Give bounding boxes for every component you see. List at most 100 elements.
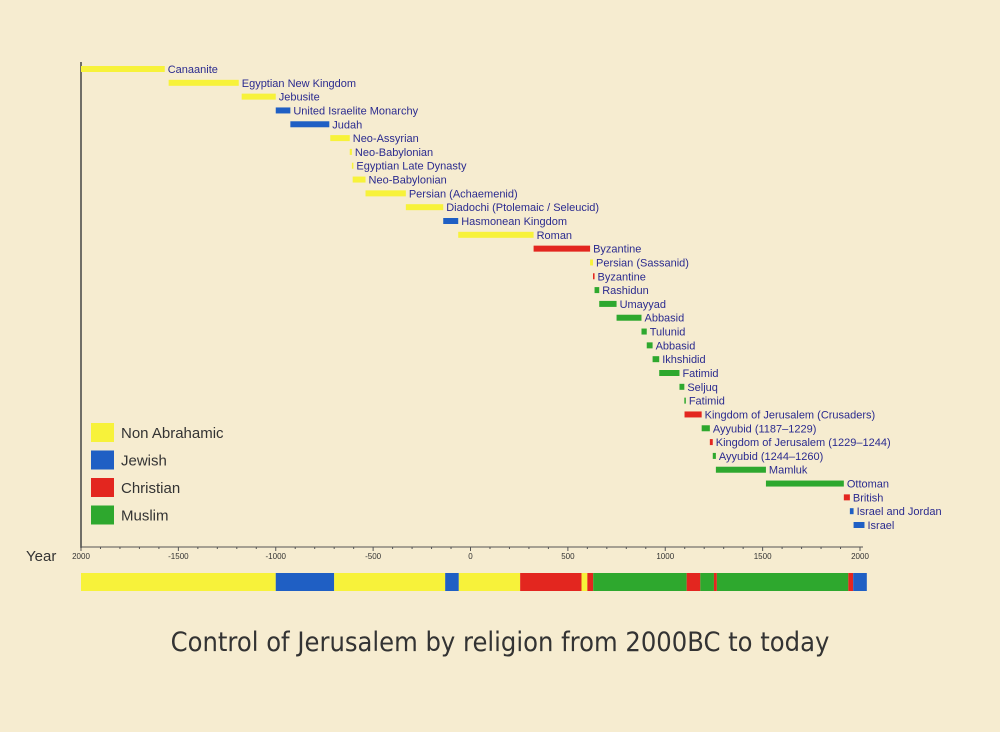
summary-segment <box>458 573 521 591</box>
period-label: Israel and Jordan <box>857 506 942 518</box>
period-label: Ayyubid (1244–1260) <box>719 451 823 463</box>
legend-swatch-mus <box>91 505 114 525</box>
period-label: Tulunid <box>650 327 686 339</box>
period-bar <box>290 121 330 128</box>
period-label: Judah <box>332 119 362 131</box>
period-bar <box>849 508 854 515</box>
period-bar <box>443 218 459 224</box>
period-label: Jebusite <box>279 92 320 104</box>
summary-segment <box>445 573 459 591</box>
legend-swatch-chr <box>91 478 114 497</box>
period-bar <box>715 466 766 473</box>
x-tick-label: 0 <box>468 552 473 561</box>
period-bar <box>592 273 595 280</box>
period-label: Diadochi (Ptolemaic / Seleucid) <box>446 202 599 214</box>
period-bar <box>405 204 444 211</box>
legend-swatch-non <box>91 423 114 442</box>
summary-segment <box>587 573 594 591</box>
period-bar <box>701 425 710 432</box>
period-bar <box>590 259 593 266</box>
period-label: Neo-Babylonian <box>369 175 447 187</box>
period-label: British <box>853 492 884 504</box>
summary-segment <box>520 573 582 591</box>
period-bar <box>275 107 291 114</box>
legend-label-mus: Muslim <box>121 508 169 525</box>
summary-segment <box>334 573 446 591</box>
legend-label-non: Non Abrahamic <box>121 425 224 442</box>
summary-segment <box>716 573 849 591</box>
period-bar <box>533 245 591 252</box>
period-bar <box>684 397 686 404</box>
period-bar <box>594 287 600 294</box>
summary-segment <box>581 573 588 591</box>
period-label: Seljuq <box>687 382 718 394</box>
x-tick-label: -500 <box>365 552 382 561</box>
legend-label-jew: Jewish <box>121 453 167 470</box>
period-label: Canaanite <box>168 64 218 76</box>
period-label: Byzantine <box>598 271 646 283</box>
summary-segment <box>275 573 335 591</box>
period-bar <box>712 452 716 459</box>
period-label: Abbasid <box>656 340 696 352</box>
x-tick-label: 500 <box>561 552 575 561</box>
period-bar <box>659 370 680 376</box>
period-bar <box>81 66 165 72</box>
period-label: United Israelite Monarchy <box>293 105 418 117</box>
period-bar <box>709 439 713 446</box>
period-bar <box>765 480 844 487</box>
period-label: Ayyubid (1187–1229) <box>713 423 817 435</box>
period-label: Rashidun <box>602 285 648 297</box>
period-label: Fatimid <box>689 396 725 408</box>
x-tick-label: 2000 <box>851 552 869 561</box>
period-bar <box>168 79 239 86</box>
period-bar <box>616 314 642 321</box>
period-label: Neo-Babylonian <box>355 147 433 159</box>
summary-segment <box>686 573 701 591</box>
period-bar <box>352 176 366 183</box>
period-bar <box>365 190 406 197</box>
period-label: Kingdom of Jerusalem (1229–1244) <box>716 437 891 449</box>
period-bar <box>679 383 685 390</box>
x-tick-label: -1500 <box>168 552 189 561</box>
period-label: Fatimid <box>682 368 718 380</box>
period-label: Byzantine <box>593 244 641 256</box>
period-bar <box>646 342 653 349</box>
period-label: Ottoman <box>847 479 889 491</box>
period-label: Neo-Assyrian <box>353 133 419 145</box>
summary-segment <box>848 573 854 591</box>
summary-segment <box>713 573 717 591</box>
period-bar <box>652 356 660 363</box>
x-tick-label: -1000 <box>266 552 287 561</box>
x-axis-label: Year <box>26 548 56 565</box>
chart-title: Control of Jerusalem by religion from 20… <box>170 627 830 658</box>
period-label: Israel <box>867 520 894 532</box>
summary-segment <box>700 573 714 591</box>
summary-segment <box>593 573 687 591</box>
period-label: Roman <box>537 230 572 242</box>
legend-swatch-jew <box>91 450 114 470</box>
x-tick-label: 1500 <box>754 552 772 561</box>
period-label: Ikhshidid <box>662 354 705 366</box>
period-bar <box>599 300 617 307</box>
period-label: Hasmonean Kingdom <box>461 216 567 228</box>
period-label: Kingdom of Jerusalem (Crusaders) <box>705 409 876 421</box>
summary-segment <box>853 573 867 591</box>
period-bar <box>843 494 850 501</box>
period-label: Egyptian New Kingdom <box>242 78 356 90</box>
x-tick-label: 1000 <box>656 552 674 561</box>
period-bar <box>351 162 354 169</box>
period-bar <box>349 148 352 155</box>
period-label: Mamluk <box>769 465 808 477</box>
period-label: Egyptian Late Dynasty <box>356 161 467 173</box>
period-bar <box>641 328 647 335</box>
period-label: Persian (Achaemenid) <box>409 188 518 200</box>
period-bar <box>241 93 276 100</box>
period-label: Persian (Sassanid) <box>596 257 689 269</box>
period-bar <box>330 135 350 142</box>
period-bar <box>853 522 865 528</box>
period-label: Umayyad <box>620 299 666 311</box>
summary-segment <box>81 573 276 591</box>
period-bar <box>684 411 702 418</box>
period-label: Abbasid <box>644 313 684 325</box>
